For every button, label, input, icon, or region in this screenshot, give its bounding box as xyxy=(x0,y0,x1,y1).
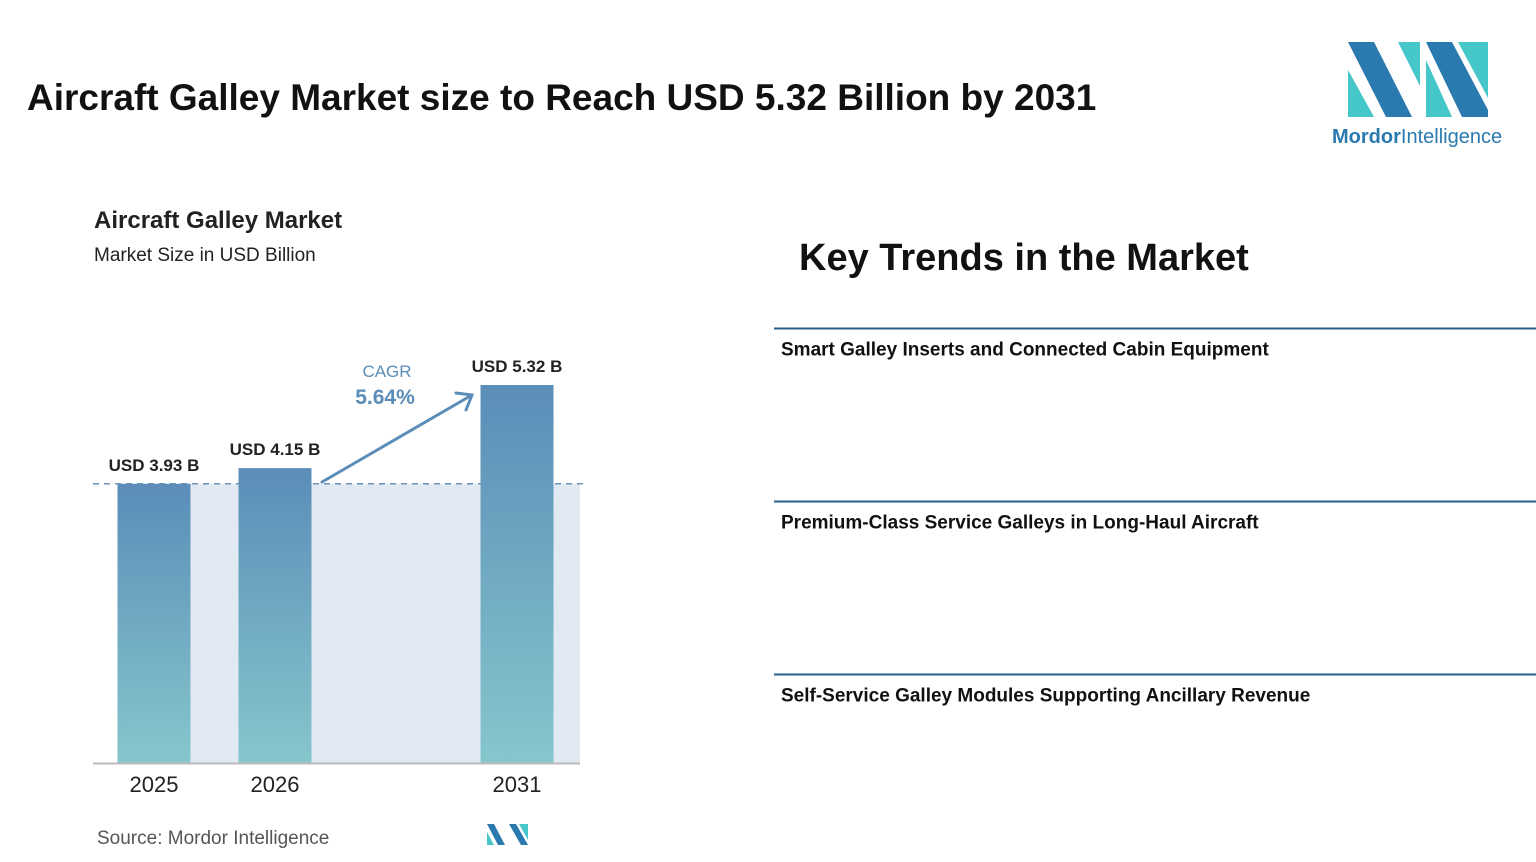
value-label: USD 3.93 B xyxy=(109,456,200,475)
logo: MordorIntelligence xyxy=(1332,42,1502,148)
bar xyxy=(238,468,312,763)
trend-item: Smart Galley Inserts and Connected Cabin… xyxy=(781,340,1269,361)
trends-title: Key Trends in the Market xyxy=(799,237,1249,279)
trends-list: Smart Galley Inserts and Connected Cabin… xyxy=(774,327,1536,707)
source: Source: Mordor Intelligence xyxy=(97,828,329,849)
trend-item: Self-Service Galley Modules Supporting A… xyxy=(781,686,1310,707)
cagr-arrow xyxy=(320,391,475,484)
chart-subtitle: Market Size in USD Billion xyxy=(94,245,316,266)
bar xyxy=(117,483,191,763)
x-tick-label: 2025 xyxy=(130,772,179,797)
trend-item: Premium-Class Service Galleys in Long-Ha… xyxy=(781,513,1259,534)
logo-brand: Mordor xyxy=(1332,126,1401,148)
logo-suffix: Intelligence xyxy=(1401,126,1502,148)
chart-title: Aircraft Galley Market xyxy=(94,207,342,234)
cagr-label: CAGR xyxy=(362,362,411,381)
plot: USD 3.93 B 2025 USD 4.15 B 2026 USD 5.32 B 20… xyxy=(93,357,583,797)
small-logo xyxy=(487,824,528,845)
x-tick-label: 2031 xyxy=(493,772,542,797)
page-title: Aircraft Galley Market size to Reach USD… xyxy=(27,77,1096,118)
value-label: USD 4.15 B xyxy=(230,440,321,459)
bar xyxy=(480,385,554,763)
x-tick-label: 2026 xyxy=(251,772,300,797)
value-label: USD 5.32 B xyxy=(472,357,563,376)
svg-text:MordorIntelligence: MordorIntelligence xyxy=(1332,126,1502,148)
cagr-value: 5.64% xyxy=(355,386,415,409)
